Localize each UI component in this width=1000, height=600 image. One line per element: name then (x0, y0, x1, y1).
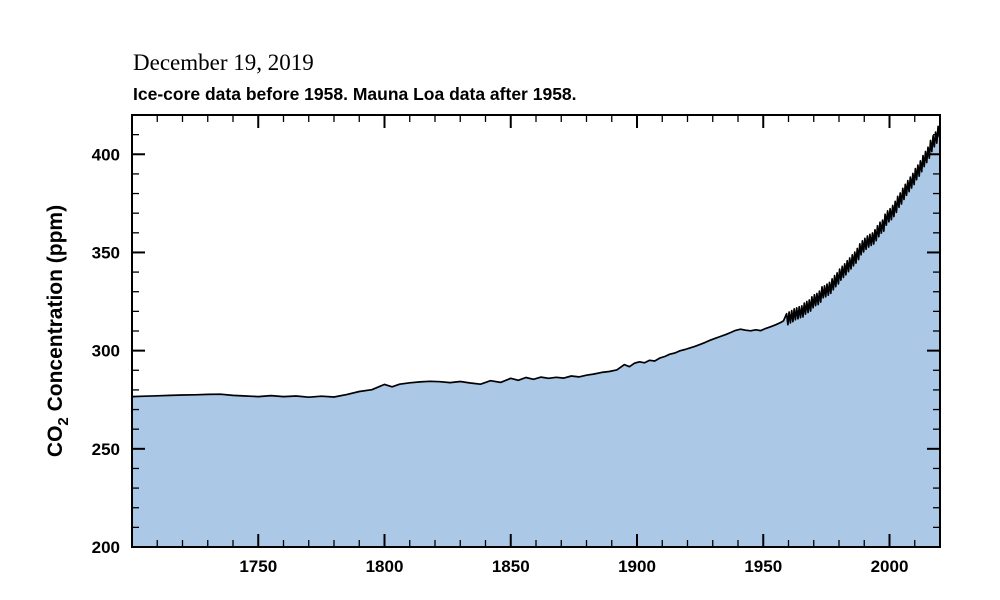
x-tick-label: 1850 (492, 557, 530, 576)
y-tick-label: 300 (92, 342, 120, 361)
chart-title: Ice-core data before 1958. Mauna Loa dat… (133, 84, 577, 104)
y-tick-label: 200 (92, 538, 120, 557)
y-axis-title: CO2 Concentration (ppm) (44, 205, 72, 457)
y-tick-label: 250 (92, 440, 120, 459)
x-tick-label: 1750 (239, 557, 277, 576)
co2-line-series (131, 125, 941, 399)
y-tick-label: 400 (92, 145, 120, 164)
y-tick-label: 350 (92, 243, 120, 262)
x-tick-label: 1900 (618, 557, 656, 576)
co2-area-fill (132, 126, 940, 548)
date-annotation: December 19, 2019 (133, 50, 314, 75)
x-tick-label: 1800 (366, 557, 404, 576)
x-tick-label: 2000 (871, 557, 909, 576)
x-tick-label: 1950 (744, 557, 782, 576)
